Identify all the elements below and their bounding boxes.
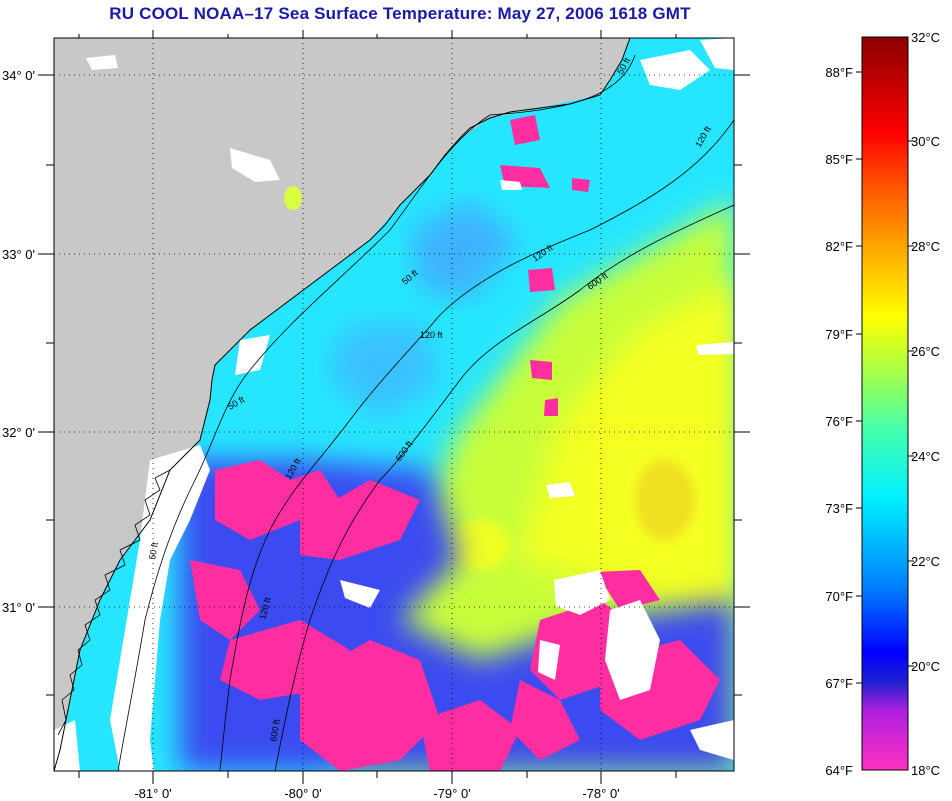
lon-label-79: -79° 0' xyxy=(433,786,470,801)
lon-label-81: -81° 0' xyxy=(134,786,171,801)
colorbar-c-18: 18°C xyxy=(911,763,940,778)
contour-label-50-far-south: 50 ft xyxy=(147,541,160,560)
lon-label-78: -78° 0' xyxy=(582,786,619,801)
colorbar-f-88: 88°F xyxy=(825,65,853,80)
lon-label-80: -80° 0' xyxy=(284,786,321,801)
map-title: RU COOL NOAA–17 Sea Surface Temperature:… xyxy=(109,4,691,23)
colorbar-f-79: 79°F xyxy=(825,327,853,342)
lat-label-31: 31° 0' xyxy=(2,600,35,615)
axis-ticks xyxy=(38,30,750,784)
contour-label-600-south: 600 ft xyxy=(268,718,282,742)
temperature-colorbar: 88°F 85°F 82°F 79°F 76°F 73°F 70°F 67°F … xyxy=(825,30,940,778)
colorbar-f-73: 73°F xyxy=(825,501,853,516)
colorbar-f-85: 85°F xyxy=(825,152,853,167)
colorbar-f-76: 76°F xyxy=(825,414,853,429)
colorbar-c-28: 28°C xyxy=(911,239,940,254)
colorbar-c-22: 22°C xyxy=(911,554,940,569)
bathymetry-contours xyxy=(117,54,734,771)
colorbar-f-67: 67°F xyxy=(825,676,853,691)
colorbar-c-32: 32°C xyxy=(911,30,940,45)
lat-label-34: 34° 0' xyxy=(2,68,35,83)
colorbar-c-20: 20°C xyxy=(911,659,940,674)
map-gridlines xyxy=(54,38,734,771)
colorbar-f-64: 64°F xyxy=(825,763,853,778)
lat-label-33: 33° 0' xyxy=(2,247,35,262)
map-image: 50 ft 120 ft 50 ft 120 ft 600 ft 120 ft … xyxy=(54,38,734,771)
warmest-water-region xyxy=(520,280,734,620)
colorbar-c-30: 30°C xyxy=(911,134,940,149)
colorbar-f-82: 82°F xyxy=(825,239,853,254)
colorbar-c-26: 26°C xyxy=(911,344,940,359)
map-frame xyxy=(53,37,735,772)
coastal-no-data-strip xyxy=(110,445,210,771)
colorbar-gradient xyxy=(861,36,909,771)
lat-label-32: 32° 0' xyxy=(2,425,35,440)
cloud-cover xyxy=(340,38,734,760)
contour-label-120-center: 120 ft xyxy=(420,330,443,340)
colorbar-c-24: 24°C xyxy=(911,449,940,464)
land-mass xyxy=(54,38,630,771)
colorbar-f-70: 70°F xyxy=(825,589,853,604)
